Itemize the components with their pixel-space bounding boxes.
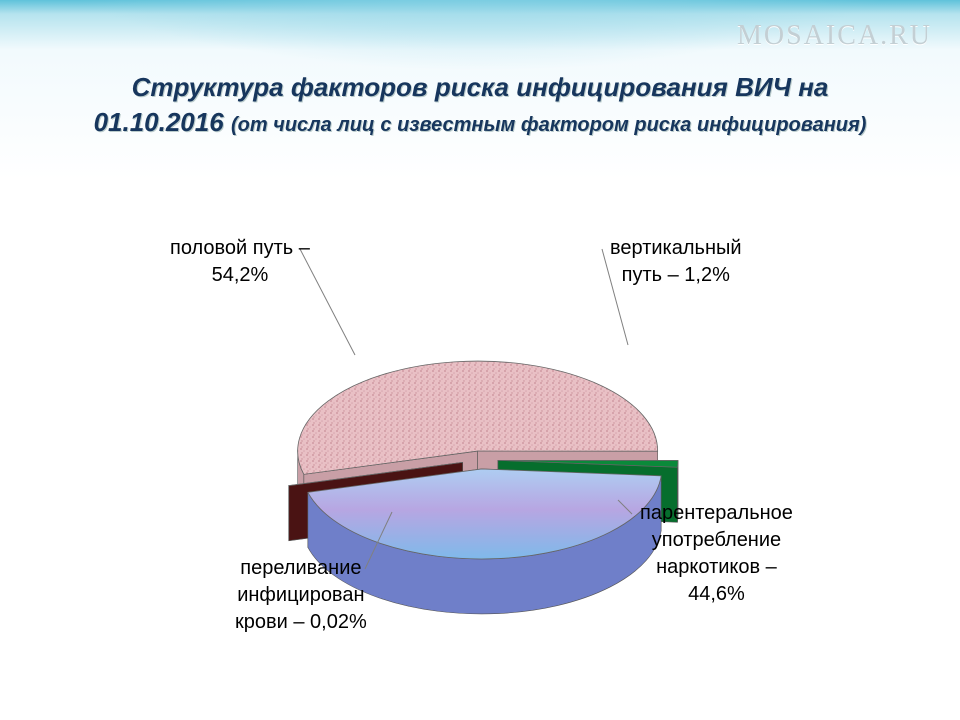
pie-svg (0, 160, 960, 680)
title-sub: (от числа лиц с известным фактором риска… (231, 114, 867, 136)
slide: MOSAICA.RU Структура факторов риска инфи… (0, 0, 960, 720)
label-transfusion: переливание инфицирован крови – 0,02% (235, 555, 367, 636)
pie-chart: половой путь – 54,2% вертикальный путь – … (0, 160, 960, 680)
label-parenteral: парентеральное употребление наркотиков –… (640, 500, 793, 608)
title-date: 01.10.2016 (94, 107, 224, 137)
label-sexual: половой путь – 54,2% (170, 235, 310, 289)
slide-title: Структура факторов риска инфицирования В… (0, 70, 960, 140)
watermark: MOSAICA.RU (737, 20, 932, 52)
label-vertical: вертикальный путь – 1,2% (610, 235, 742, 289)
title-line1: Структура факторов риска инфицирования В… (132, 72, 829, 102)
